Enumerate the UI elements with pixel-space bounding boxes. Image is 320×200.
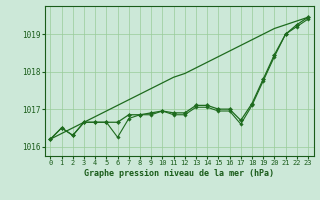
X-axis label: Graphe pression niveau de la mer (hPa): Graphe pression niveau de la mer (hPa) — [84, 169, 274, 178]
